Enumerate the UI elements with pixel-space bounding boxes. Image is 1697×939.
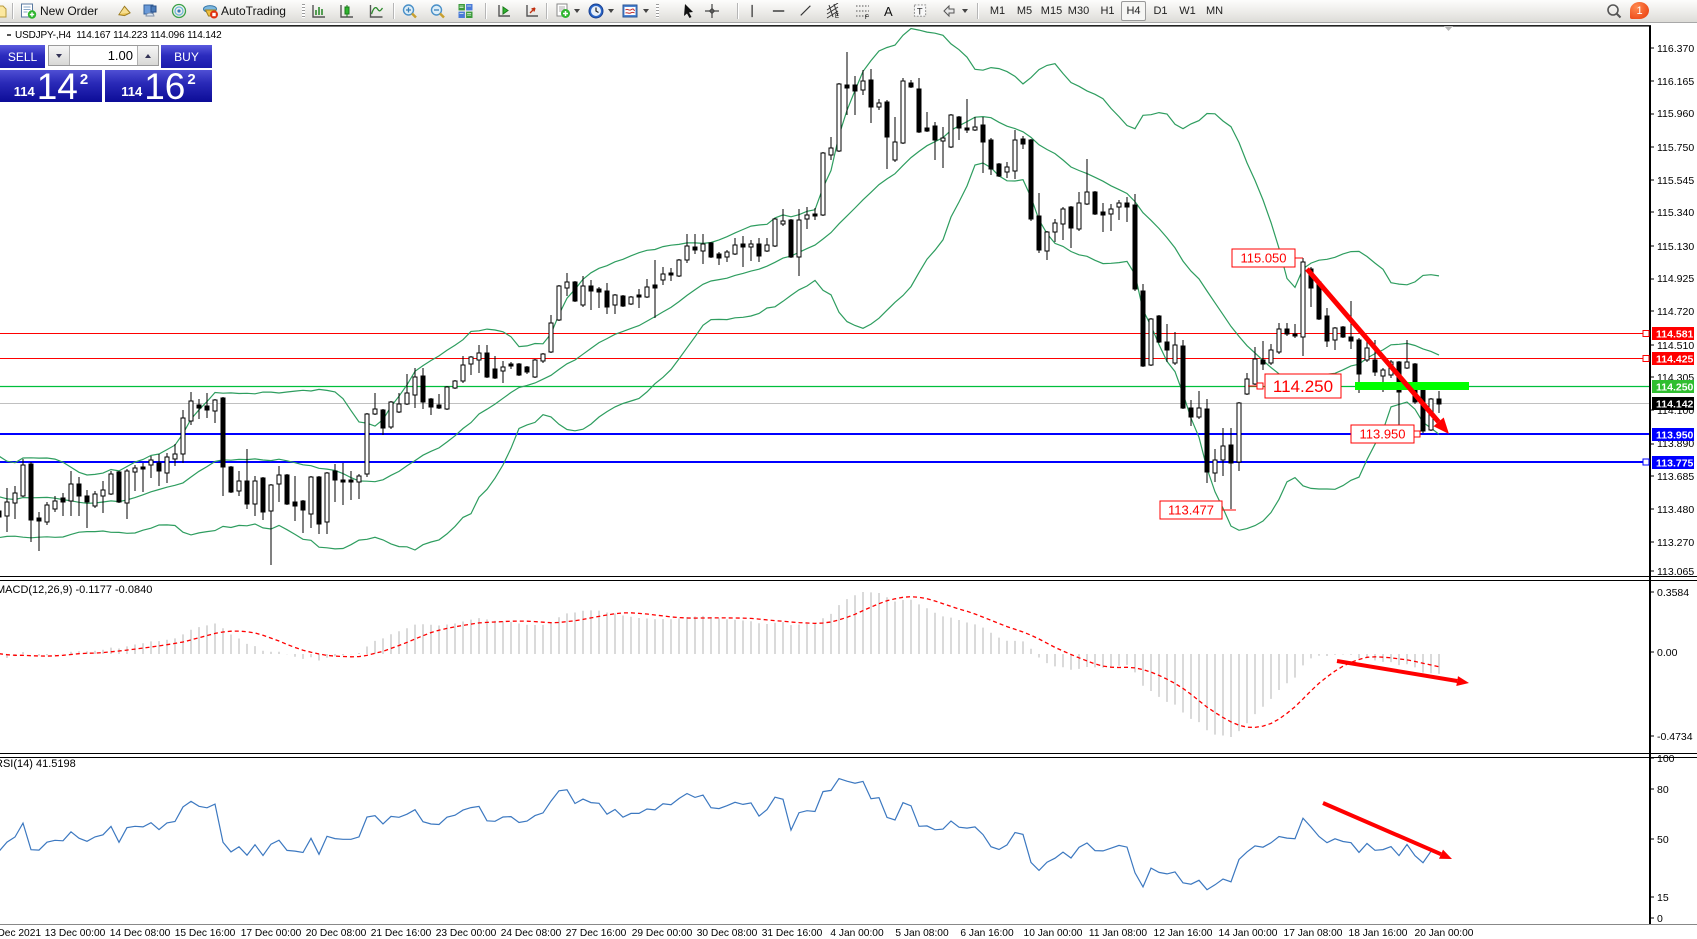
svg-text:115.960: 115.960 <box>1657 108 1694 120</box>
svg-text:18 Jan 16:00: 18 Jan 16:00 <box>1349 928 1408 939</box>
svg-text:114.925: 114.925 <box>1657 273 1694 285</box>
svg-text:116.370: 116.370 <box>1657 43 1694 55</box>
svg-text:114.425: 114.425 <box>1656 354 1694 366</box>
svg-text:29 Dec 00:00: 29 Dec 00:00 <box>632 928 693 939</box>
svg-text:115.750: 115.750 <box>1657 142 1694 154</box>
svg-text:-0.4734: -0.4734 <box>1657 731 1693 743</box>
svg-text:20 Jan 00:00: 20 Jan 00:00 <box>1415 928 1474 939</box>
svg-text:12 Jan 16:00: 12 Jan 16:00 <box>1154 928 1213 939</box>
svg-text:30 Dec 08:00: 30 Dec 08:00 <box>697 928 758 939</box>
svg-text:100: 100 <box>1657 753 1675 765</box>
svg-text:RSI(14) 41.5198: RSI(14) 41.5198 <box>0 758 76 770</box>
svg-text:0: 0 <box>1657 913 1663 925</box>
svg-text:113.950: 113.950 <box>1656 430 1694 442</box>
svg-text:4 Jan 00:00: 4 Jan 00:00 <box>830 928 884 939</box>
svg-text:113.950: 113.950 <box>1359 427 1405 442</box>
svg-text:23 Dec 00:00: 23 Dec 00:00 <box>436 928 497 939</box>
svg-text:113.065: 113.065 <box>1657 566 1694 578</box>
svg-text:6 Jan 16:00: 6 Jan 16:00 <box>960 928 1014 939</box>
svg-text:10 Jan 00:00: 10 Jan 00:00 <box>1024 928 1083 939</box>
svg-text:5 Jan 08:00: 5 Jan 08:00 <box>895 928 949 939</box>
svg-text:113.477: 113.477 <box>1168 503 1214 518</box>
svg-text:115.130: 115.130 <box>1657 241 1694 253</box>
svg-text:113.480: 113.480 <box>1657 504 1694 516</box>
svg-text:114.250: 114.250 <box>1273 377 1333 396</box>
svg-text:13 Dec 00:00: 13 Dec 00:00 <box>45 928 106 939</box>
svg-text:113.775: 113.775 <box>1656 458 1694 470</box>
svg-text:0.00: 0.00 <box>1657 647 1678 659</box>
svg-text:MACD(12,26,9) -0.1177 -0.0840: MACD(12,26,9) -0.1177 -0.0840 <box>0 584 152 596</box>
svg-text:114.142: 114.142 <box>1656 399 1694 411</box>
svg-text:50: 50 <box>1657 834 1669 846</box>
svg-text:15: 15 <box>1657 892 1669 904</box>
svg-text:113.685: 113.685 <box>1657 471 1694 483</box>
svg-text:11 Jan 08:00: 11 Jan 08:00 <box>1089 928 1147 939</box>
svg-text:14 Dec 08:00: 14 Dec 08:00 <box>110 928 171 939</box>
svg-text:114.250: 114.250 <box>1656 382 1694 394</box>
svg-text:0.3584: 0.3584 <box>1657 587 1689 599</box>
svg-text:17 Jan 08:00: 17 Jan 08:00 <box>1284 928 1343 939</box>
svg-text:80: 80 <box>1657 784 1669 796</box>
svg-text:115.545: 115.545 <box>1657 175 1694 187</box>
svg-text:114.510: 114.510 <box>1657 340 1694 352</box>
svg-text:27 Dec 16:00: 27 Dec 16:00 <box>566 928 627 939</box>
svg-text:115.340: 115.340 <box>1657 207 1694 219</box>
svg-text:21 Dec 16:00: 21 Dec 16:00 <box>371 928 432 939</box>
svg-text:31 Dec 16:00: 31 Dec 16:00 <box>762 928 823 939</box>
svg-text:14 Jan 00:00: 14 Jan 00:00 <box>1219 928 1278 939</box>
svg-text:114.581: 114.581 <box>1656 329 1694 341</box>
svg-text:115.050: 115.050 <box>1240 251 1286 266</box>
svg-text:E: E <box>835 14 839 19</box>
svg-text:20 Dec 08:00: 20 Dec 08:00 <box>306 928 367 939</box>
svg-text:113.270: 113.270 <box>1657 537 1694 549</box>
svg-text:116.165: 116.165 <box>1657 76 1694 88</box>
svg-text:8 Dec 2021: 8 Dec 2021 <box>0 928 41 939</box>
svg-text:24 Dec 08:00: 24 Dec 08:00 <box>501 928 562 939</box>
svg-text:17 Dec 00:00: 17 Dec 00:00 <box>241 928 302 939</box>
svg-text:114.720: 114.720 <box>1657 306 1694 318</box>
svg-text:T: T <box>917 6 923 16</box>
svg-text:15 Dec 16:00: 15 Dec 16:00 <box>175 928 236 939</box>
svg-text:F: F <box>865 15 869 19</box>
